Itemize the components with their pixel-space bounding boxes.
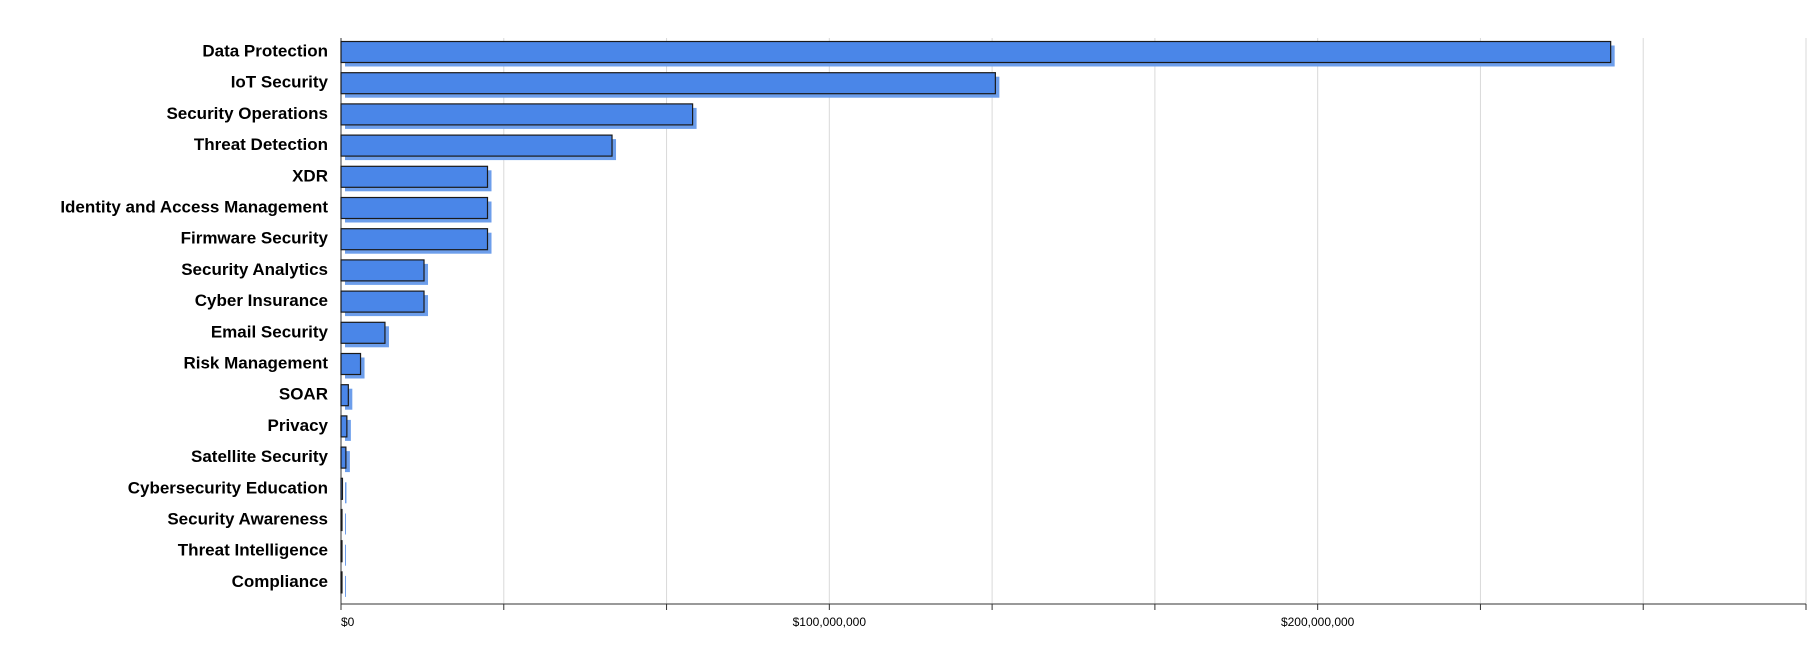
bar-shadow — [345, 482, 347, 504]
bar-shadow — [345, 575, 346, 597]
bar — [340, 477, 344, 500]
bar — [340, 446, 347, 469]
y-tick-label: Risk Management — [183, 353, 328, 372]
y-tick-label: Threat Detection — [194, 135, 328, 154]
y-tick-label: Threat Intelligence — [178, 541, 328, 560]
bar — [340, 384, 349, 407]
bar — [340, 321, 386, 344]
y-tick-label: IoT Security — [231, 73, 329, 92]
y-tick-label: Security Awareness — [167, 509, 328, 528]
y-tick-label: Privacy — [268, 416, 329, 435]
x-tick-label: $200,000,000 — [1281, 615, 1355, 629]
y-tick-label: Compliance — [232, 572, 328, 591]
y-tick-label: XDR — [292, 166, 328, 185]
y-tick-label: Data Protection — [202, 41, 328, 60]
bar — [340, 228, 489, 251]
x-tick-label: $100,000,000 — [793, 615, 867, 629]
y-tick-label: Email Security — [211, 322, 329, 341]
y-tick-label: Identity and Access Management — [60, 197, 328, 216]
bar — [340, 415, 348, 438]
bar — [340, 40, 1612, 64]
bar — [340, 196, 489, 220]
y-tick-label: Cyber Insurance — [195, 291, 328, 310]
bar — [340, 290, 425, 313]
bar-shadow — [345, 451, 350, 473]
y-tick-label: SOAR — [279, 385, 328, 404]
bar-shadow — [345, 419, 351, 441]
y-tick-label: Security Operations — [166, 104, 328, 123]
bar — [340, 571, 343, 594]
bar — [340, 103, 694, 126]
y-tick-label: Firmware Security — [181, 229, 329, 248]
bar — [340, 540, 343, 563]
bar-shadow — [345, 544, 346, 566]
bar — [340, 259, 425, 282]
x-tick-label: $0 — [341, 615, 355, 629]
bar-shadow — [345, 513, 346, 535]
bar — [340, 134, 613, 157]
bar — [340, 72, 996, 95]
bar — [340, 165, 489, 188]
bar — [340, 352, 362, 376]
y-tick-label: Satellite Security — [191, 447, 329, 466]
y-tick-label: Security Analytics — [181, 260, 328, 279]
bar — [340, 508, 343, 532]
y-tick-label: Cybersecurity Education — [128, 478, 328, 497]
